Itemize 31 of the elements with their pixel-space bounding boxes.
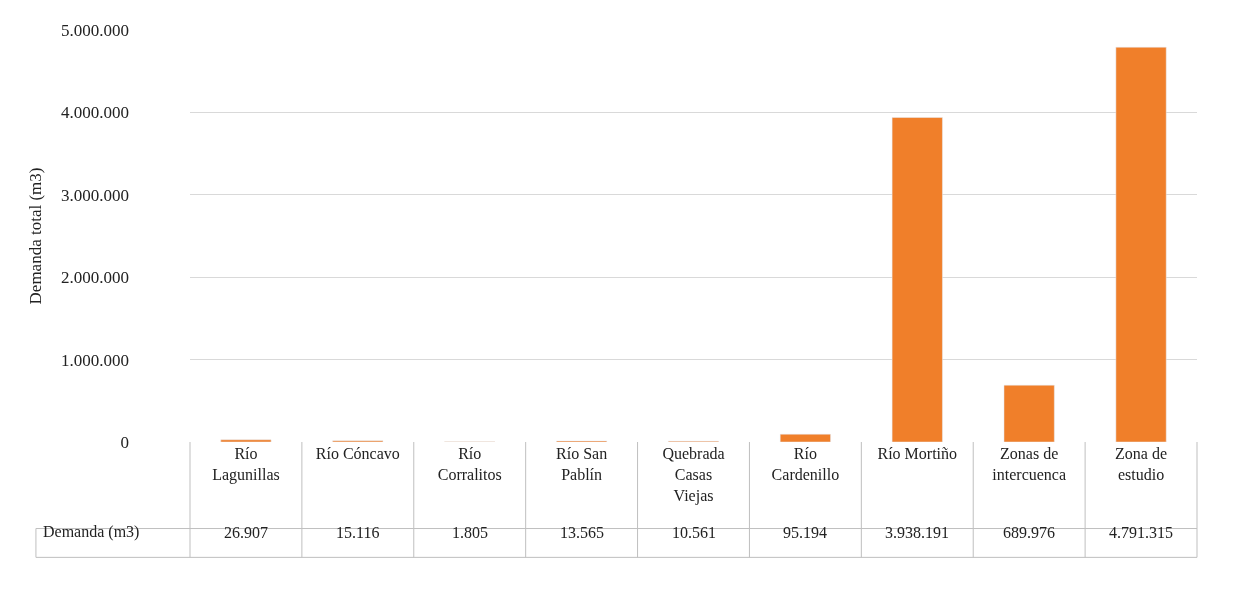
y-tick-label: 2.000.000 <box>61 268 129 288</box>
bar <box>779 433 831 442</box>
bar <box>1115 46 1167 442</box>
bar <box>1003 384 1055 442</box>
data-label: 15.116 <box>336 524 380 541</box>
data-label: 26.907 <box>224 524 268 541</box>
y-axis-title: Demanda total (m3) <box>25 167 45 305</box>
x-tick-label: Río Mortiño <box>877 445 958 462</box>
text: Demanda (m3) <box>43 523 140 541</box>
data-label: 3.938.191 <box>885 524 949 541</box>
x-tick-label: Río Cóncavo <box>315 445 400 462</box>
data-label: 13.565 <box>560 524 604 541</box>
y-tick-label: 3.000.000 <box>61 185 129 205</box>
data-label: 10.561 <box>672 524 716 541</box>
x-tick-label: Quebrada Casas Viejas <box>662 445 725 505</box>
x-tick-label: Río San Pablín <box>556 445 608 483</box>
x-tick-label: Río Lagunillas <box>212 445 280 484</box>
bar <box>220 439 272 442</box>
data-label: 95.194 <box>783 524 827 541</box>
y-tick-label: 5.000.000 <box>61 20 129 40</box>
y-tick-label: 1.000.000 <box>61 350 129 370</box>
y-tick-label: 0 <box>120 432 129 452</box>
x-tick-label: Río Corralitos <box>437 445 502 483</box>
y-tick-label: 4.000.000 <box>61 103 129 123</box>
bar <box>891 117 943 442</box>
data-label: 4.791.315 <box>1109 524 1173 541</box>
x-tick-label: Zona de estudio <box>1115 445 1168 483</box>
data-label: 689.976 <box>1003 524 1055 541</box>
x-tick-label: Zonas de intercuenca <box>992 445 1067 483</box>
data-label: 1.805 <box>452 524 488 541</box>
x-tick-label: Río Cardenillo <box>771 445 840 483</box>
